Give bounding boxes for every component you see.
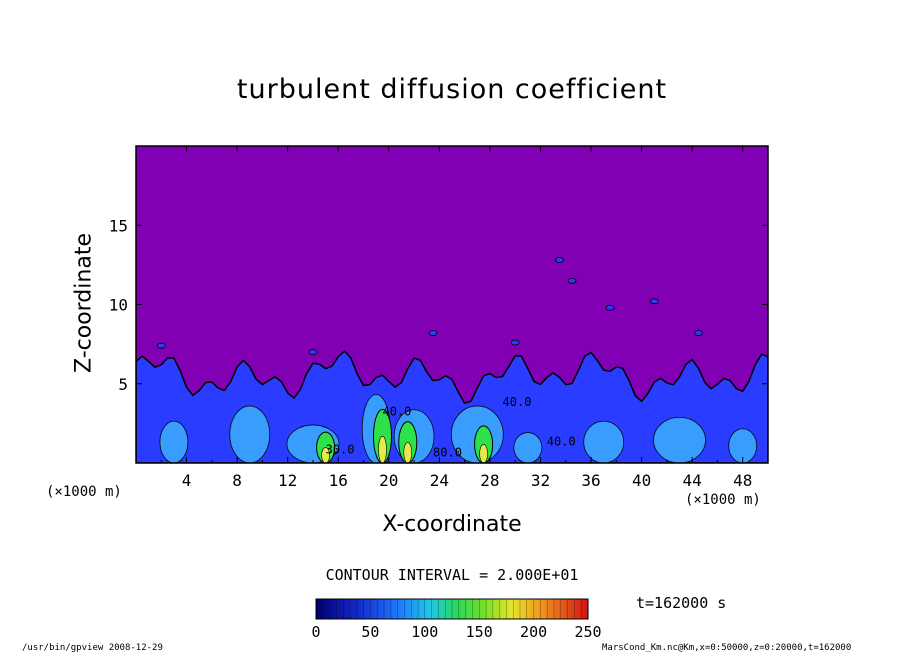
colorbar-tick-label: 100 [411, 623, 438, 641]
contour-interval: CONTOUR INTERVAL = 2.000E+01 [325, 566, 579, 584]
colorbar: 0 50 100 150 200 250 [311, 598, 602, 641]
footer-source: MarsCond_Km.nc@Km,x=0:50000,z=0:20000,t=… [602, 643, 852, 653]
peak-0 [321, 447, 330, 463]
eddy-5 [308, 349, 318, 355]
eddy-0 [567, 277, 577, 284]
colorbar-tick-label: 150 [466, 623, 493, 641]
y-tick-label: 5 [118, 375, 128, 394]
colorbar-tick-label: 50 [361, 623, 379, 641]
plume-7 [583, 420, 625, 463]
eddy-7 [694, 330, 703, 336]
x-tick-label: 20 [379, 471, 398, 490]
colorbar-tick-label: 250 [574, 623, 601, 641]
peak-2 [403, 442, 413, 463]
colorbar-tick-label: 0 [311, 623, 320, 641]
x-tick-label: 12 [278, 471, 297, 490]
footer-command: /usr/bin/gpview 2008-12-29 [22, 643, 163, 653]
plume-1 [229, 405, 271, 463]
x-tick-label: 28 [480, 471, 499, 490]
x-tick-label: 48 [733, 471, 752, 490]
y-tick-label: 15 [109, 216, 128, 235]
y-axis-label: Z-coordinate [71, 233, 97, 373]
contour-label: 40.0 [547, 435, 576, 449]
contour-label: 40.0 [503, 395, 532, 409]
x-tick-label: 36 [581, 471, 600, 490]
x-tick-label: 32 [531, 471, 550, 490]
plume-0 [159, 420, 189, 463]
plot-area: 30.0 40.0 40.0 80.0 40.0 [136, 146, 768, 463]
y-tick-label: 10 [109, 296, 128, 315]
peak-1 [378, 435, 387, 463]
colorbar-tick-label: 200 [520, 623, 547, 641]
eddy-8 [555, 257, 564, 264]
chart-title: turbulent diffusion coefficient [236, 74, 668, 105]
x-tick-label: 24 [430, 471, 449, 490]
x-tick-label: 8 [232, 471, 242, 490]
x-tick-label: 44 [683, 471, 702, 490]
plume-8 [653, 416, 706, 463]
peak-3 [479, 444, 488, 463]
eddy-6 [156, 342, 166, 349]
plume-6 [513, 432, 543, 463]
eddy-4 [510, 339, 520, 346]
x-tick-label: 16 [329, 471, 348, 490]
x-unit-right: (×1000 m) [685, 492, 761, 508]
contour-label: 80.0 [433, 446, 462, 460]
contour-label: 30.0 [326, 442, 355, 456]
x-unit-left: (×1000 m) [46, 484, 122, 500]
time-label: t=162000 s [636, 594, 727, 612]
eddy-1 [605, 304, 615, 311]
eddy-3 [428, 330, 438, 336]
contour-label: 40.0 [382, 404, 411, 418]
x-tick-label: 40 [632, 471, 651, 490]
x-axis-label: X-coordinate [382, 512, 522, 537]
x-tick-label: 4 [182, 471, 192, 490]
eddy-2 [649, 298, 659, 305]
